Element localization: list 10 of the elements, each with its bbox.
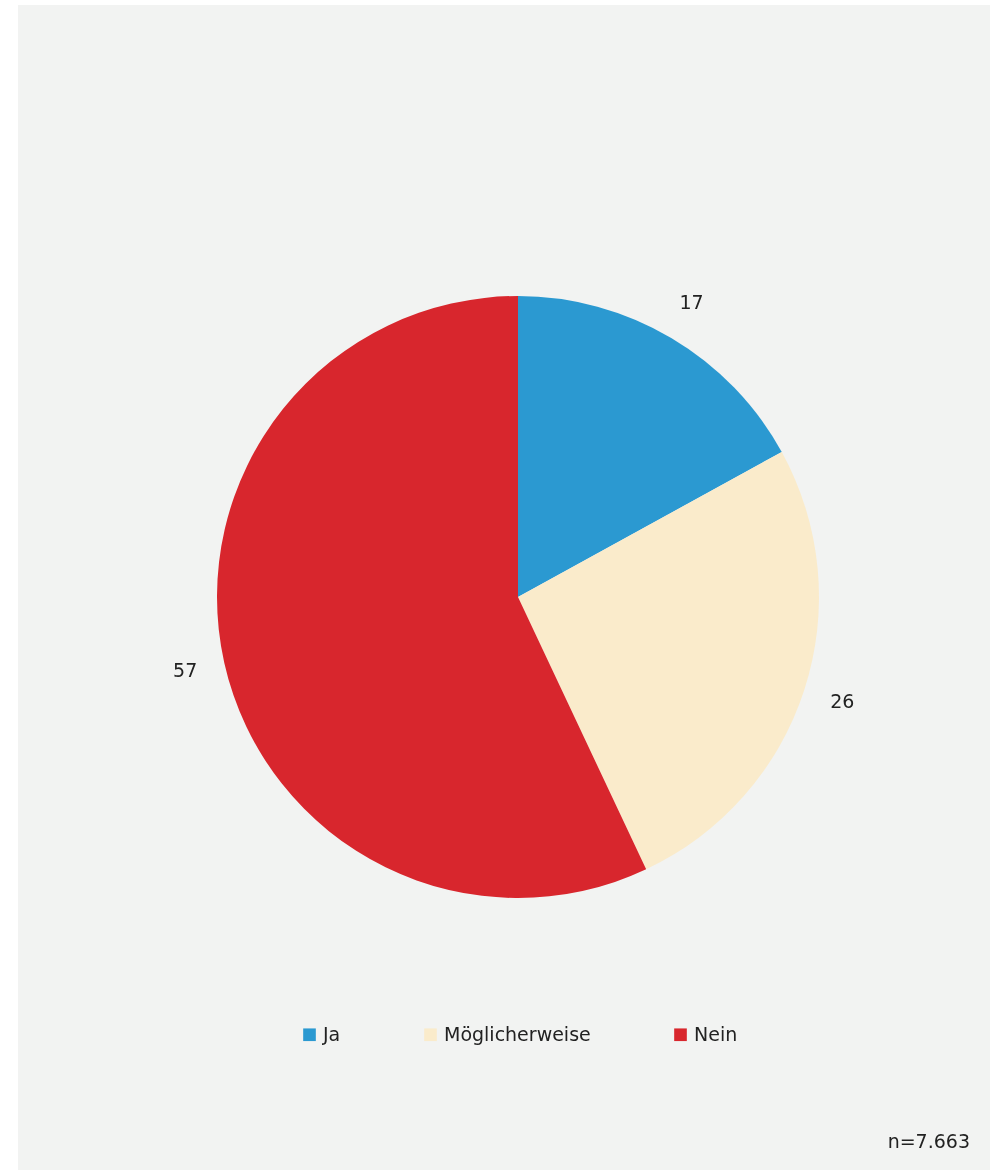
legend-label: Ja: [322, 1022, 341, 1045]
pie-slice: [217, 296, 647, 898]
legend-label: Möglicherweise: [444, 1022, 591, 1045]
data-label: 17: [679, 291, 704, 314]
pie-slice: [518, 296, 782, 597]
pie-slice: [518, 451, 819, 870]
data-label: 26: [830, 690, 855, 713]
text: n=7.663: [887, 1130, 970, 1152]
legend-label: Nein: [694, 1022, 738, 1045]
data-label: 57: [173, 659, 198, 682]
